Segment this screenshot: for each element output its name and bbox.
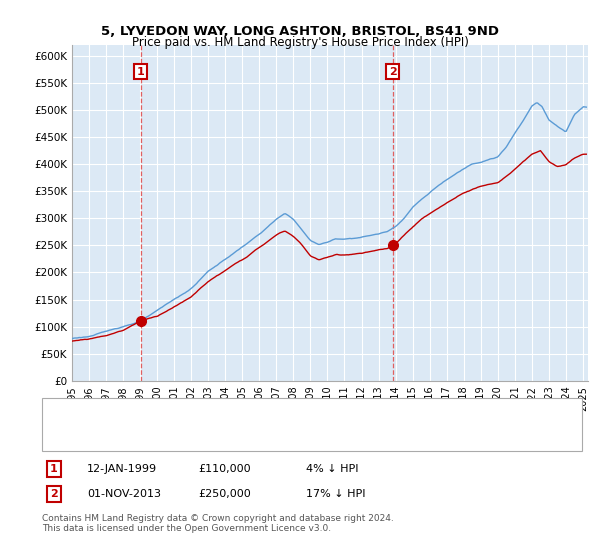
Text: ——: —— bbox=[60, 430, 85, 442]
Text: 2: 2 bbox=[389, 67, 397, 77]
Text: 5, LYVEDON WAY, LONG ASHTON, BRISTOL, BS41 9ND: 5, LYVEDON WAY, LONG ASHTON, BRISTOL, BS… bbox=[101, 25, 499, 38]
Text: Contains HM Land Registry data © Crown copyright and database right 2024.
This d: Contains HM Land Registry data © Crown c… bbox=[42, 514, 394, 533]
Text: 1: 1 bbox=[50, 464, 58, 474]
Text: HPI: Average price, detached house, North Somerset: HPI: Average price, detached house, Nort… bbox=[96, 431, 371, 441]
Text: 5, LYVEDON WAY, LONG ASHTON, BRISTOL, BS41 9ND (detached house): 5, LYVEDON WAY, LONG ASHTON, BRISTOL, BS… bbox=[96, 408, 471, 418]
Text: 4% ↓ HPI: 4% ↓ HPI bbox=[306, 464, 359, 474]
Text: 2: 2 bbox=[50, 489, 58, 499]
Text: 12-JAN-1999: 12-JAN-1999 bbox=[87, 464, 157, 474]
Text: 17% ↓ HPI: 17% ↓ HPI bbox=[306, 489, 365, 499]
Text: Price paid vs. HM Land Registry's House Price Index (HPI): Price paid vs. HM Land Registry's House … bbox=[131, 36, 469, 49]
Text: £110,000: £110,000 bbox=[198, 464, 251, 474]
Text: ——: —— bbox=[60, 406, 85, 419]
Text: 1: 1 bbox=[137, 67, 145, 77]
Text: £250,000: £250,000 bbox=[198, 489, 251, 499]
Text: 01-NOV-2013: 01-NOV-2013 bbox=[87, 489, 161, 499]
